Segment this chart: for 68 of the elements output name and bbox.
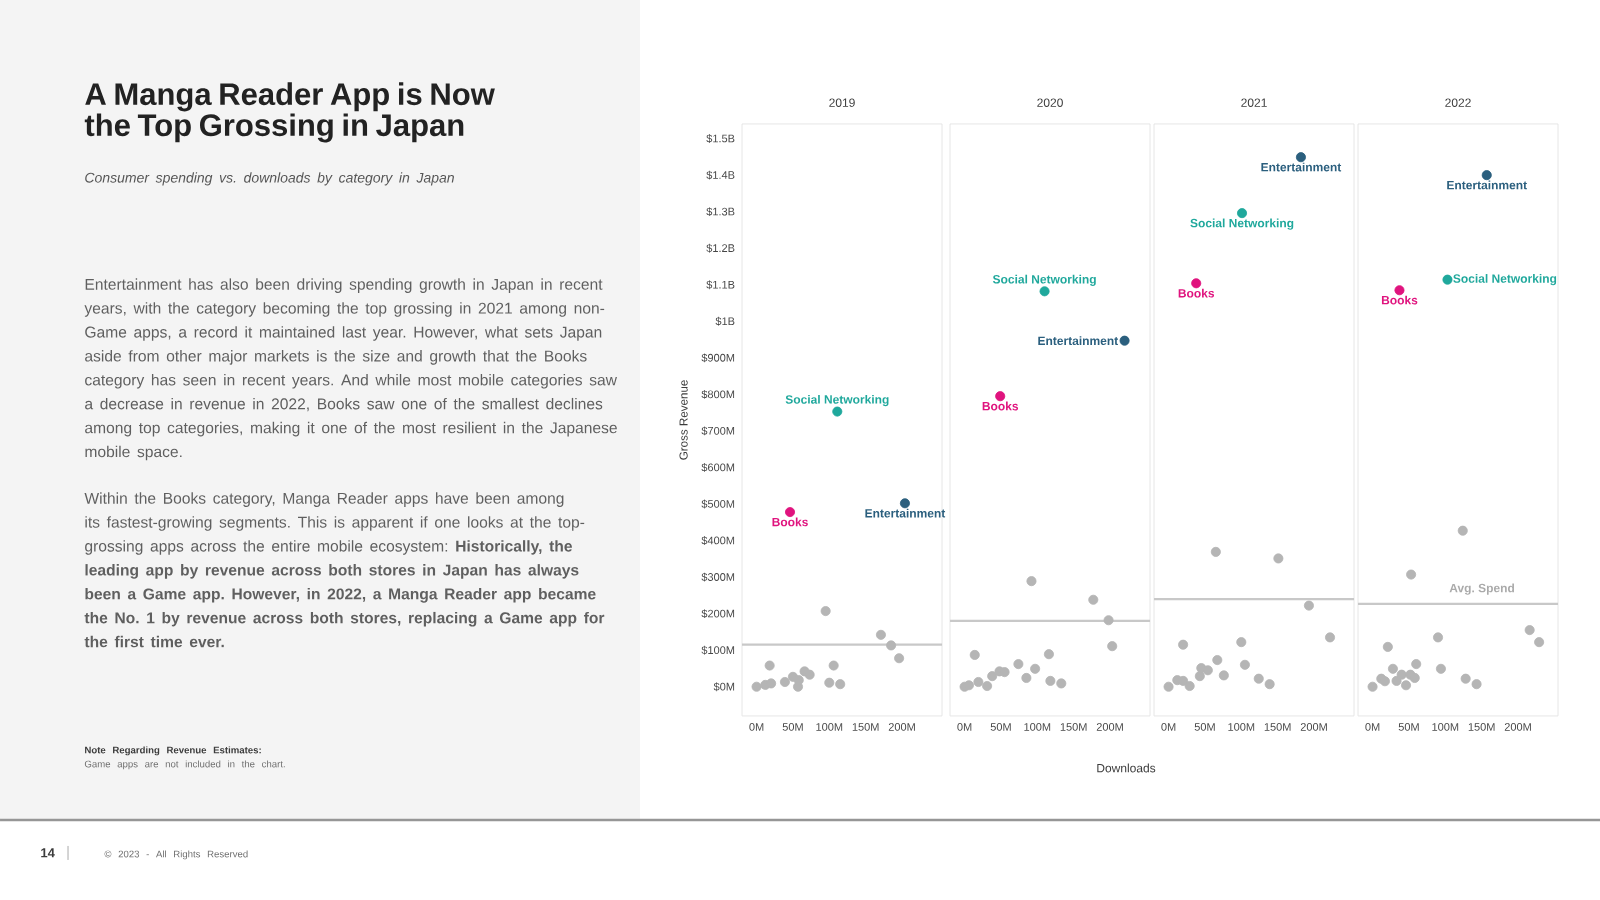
point	[764, 660, 775, 671]
point	[751, 681, 762, 692]
point	[785, 507, 796, 518]
point	[1303, 600, 1314, 611]
point	[973, 676, 984, 687]
point	[1471, 679, 1482, 690]
point	[1210, 546, 1221, 557]
point	[969, 649, 980, 660]
point	[875, 629, 886, 640]
point	[1411, 659, 1422, 670]
point	[1056, 678, 1067, 689]
point	[894, 653, 905, 664]
point	[1481, 170, 1492, 181]
point	[1253, 673, 1264, 684]
point	[1163, 681, 1174, 692]
point	[1401, 680, 1412, 691]
point	[824, 677, 835, 688]
point	[995, 391, 1006, 402]
point	[1239, 659, 1250, 670]
point	[779, 676, 790, 687]
point	[1433, 632, 1444, 643]
point	[1394, 285, 1405, 296]
point	[1273, 553, 1284, 564]
point	[1295, 152, 1306, 163]
point	[1534, 637, 1545, 648]
point	[1406, 569, 1417, 580]
point	[832, 406, 843, 417]
point	[1387, 663, 1398, 674]
point	[1021, 672, 1032, 683]
point	[899, 498, 910, 509]
point	[1184, 681, 1195, 691]
point	[1460, 673, 1471, 684]
point	[804, 669, 815, 680]
point	[1013, 659, 1024, 670]
point	[1191, 278, 1202, 289]
point	[1119, 335, 1130, 346]
point	[1178, 639, 1189, 650]
point	[1367, 681, 1378, 692]
point	[1325, 632, 1336, 643]
point	[987, 671, 998, 682]
point	[1212, 655, 1223, 666]
point	[835, 679, 846, 690]
point	[1264, 679, 1275, 690]
point	[1442, 274, 1453, 285]
point	[820, 606, 831, 617]
point	[1043, 649, 1054, 660]
point	[1457, 525, 1468, 536]
point	[1026, 576, 1037, 587]
point	[1045, 675, 1056, 686]
text: A Manga Reader App is Now the Top Grossing in Japan	[84, 82, 495, 143]
point	[982, 681, 993, 691]
point	[1107, 641, 1118, 652]
point	[828, 660, 839, 671]
point	[1202, 665, 1213, 676]
point	[1382, 641, 1393, 652]
point	[1088, 594, 1099, 605]
point	[1524, 625, 1535, 636]
point	[1236, 637, 1247, 648]
point	[1103, 615, 1114, 626]
point	[1030, 663, 1041, 674]
point	[886, 640, 897, 651]
point	[1237, 208, 1248, 219]
point	[1218, 670, 1229, 681]
point	[766, 678, 777, 689]
point	[1435, 663, 1446, 674]
point	[1039, 286, 1050, 297]
point	[1396, 669, 1407, 680]
point	[1194, 671, 1205, 682]
